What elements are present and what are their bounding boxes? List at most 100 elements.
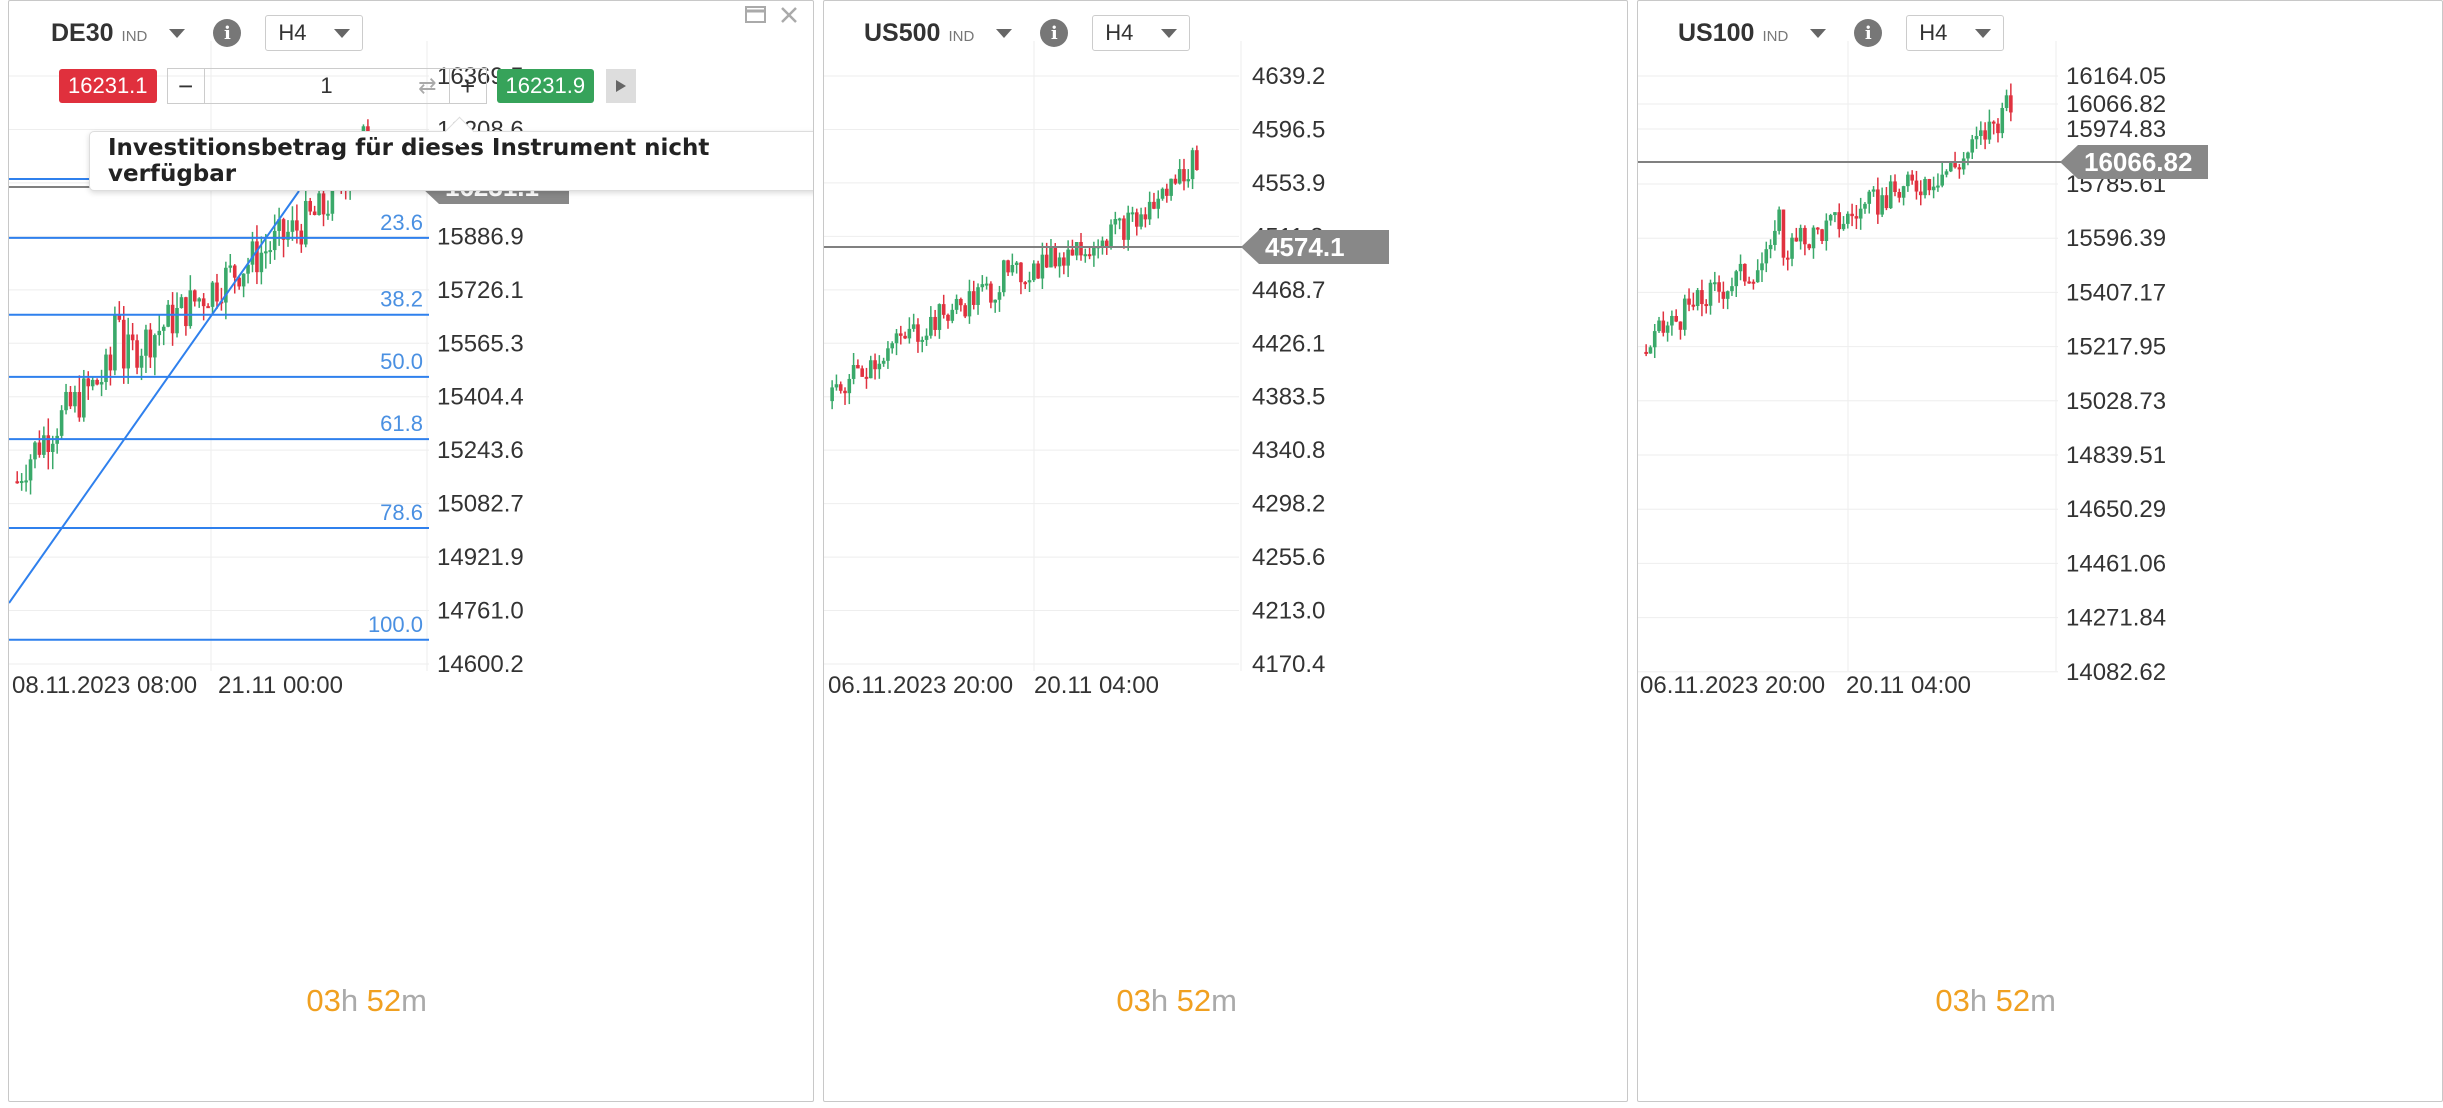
candle-body (104, 354, 108, 383)
fib-level-label: 38.2 (380, 287, 423, 312)
candle-body (1032, 263, 1036, 281)
candle-body (1888, 181, 1893, 209)
chart-us100[interactable]: 16164.0516066.8215974.8315785.6115596.39… (1638, 1, 2443, 1102)
candle-body (1846, 213, 1850, 224)
candle-body (1747, 281, 1751, 284)
chevron-down-icon (1975, 28, 1992, 38)
price-axis-label: 14921.9 (437, 544, 524, 571)
candle-body (1781, 209, 1786, 258)
info-icon[interactable]: i (213, 19, 242, 47)
fib-level-label: 23.6 (380, 210, 423, 235)
quantity-input[interactable]: 1 ⇄ (203, 69, 450, 103)
candle-timer: 03h 52m (306, 983, 427, 1018)
close-icon[interactable] (779, 5, 799, 25)
price-axis-label: 4553.9 (1252, 170, 1325, 197)
candle-body (1983, 130, 1987, 140)
candle-body (963, 305, 967, 317)
symbol-name[interactable]: US500 (864, 18, 941, 47)
candle-body (113, 314, 117, 371)
candle-body (77, 392, 82, 418)
candle-body (1006, 260, 1010, 273)
symbol-name[interactable]: US100 (1678, 18, 1755, 47)
price-axis-label: 16164.05 (2066, 63, 2166, 90)
candle-body (1893, 181, 1897, 193)
candle-body (1087, 254, 1092, 257)
symbol-dropdown-icon[interactable] (169, 28, 186, 38)
candle-body (933, 316, 937, 330)
timer-minutes: 52 (358, 983, 401, 1018)
symbol-suffix: IND (948, 27, 975, 45)
timeframe-select[interactable]: H4 (265, 15, 364, 51)
candle-timer: 03h 52m (1935, 983, 2056, 1018)
candle-body (1918, 191, 1923, 196)
chart-pane-us100: 16164.05 16066.82 15974.83 15785.61 15596.39… (1637, 0, 2443, 1102)
candle-body (277, 219, 281, 231)
timer-m-unit: m (401, 983, 427, 1018)
candle-body (959, 298, 963, 306)
candle-body (90, 379, 95, 387)
timeframe-select[interactable]: H4 (1092, 15, 1191, 51)
maximize-icon[interactable] (745, 5, 767, 25)
candle-body (308, 200, 312, 212)
minus-button[interactable]: − (177, 70, 194, 101)
current-price-tag (2060, 145, 2208, 179)
candle-body (1186, 179, 1191, 182)
candle-body (1828, 215, 1833, 221)
candle-body (1833, 212, 1837, 216)
candle-body (321, 193, 326, 215)
candle-body (1704, 304, 1709, 307)
candle-body (1053, 246, 1058, 267)
candle-body (1700, 290, 1704, 305)
candle-body (201, 298, 206, 307)
candle-body (1079, 242, 1083, 256)
chart-header: US100 IND i H4 (1678, 13, 2005, 53)
chart-us500[interactable]: 4639.24596.54553.94511.34468.74426.14383… (824, 1, 1628, 1102)
time-axis-label: 20.11 04:00 (1846, 672, 1971, 699)
candle-body (303, 200, 308, 245)
candle-body (1738, 263, 1743, 272)
candle-body (1190, 150, 1195, 180)
price-axis-label: 15974.83 (2066, 116, 2166, 143)
candle-body (924, 335, 929, 340)
info-icon[interactable]: i (1854, 19, 1883, 47)
candle-body (1863, 203, 1867, 209)
tooltip: Investitionsbetrag für dieses Instrument… (89, 131, 813, 191)
candle-body (2000, 107, 2005, 134)
candle-body (1010, 265, 1015, 273)
plus-button[interactable]: + (459, 70, 476, 101)
candle-body (2009, 95, 2013, 113)
swap-icon[interactable]: ⇄ (418, 73, 437, 98)
sell-price-button[interactable]: 16231.1 (59, 69, 157, 103)
symbol-dropdown-icon[interactable] (996, 28, 1013, 38)
window-controls (745, 5, 799, 25)
info-icon[interactable]: i (1040, 19, 1069, 47)
candle-body (1755, 270, 1760, 283)
timer-minutes: 52 (1987, 983, 2030, 1018)
candle-body (873, 360, 877, 370)
candle-body (1927, 179, 1932, 191)
candle-body (130, 334, 135, 341)
price-axis-label: 14839.51 (2066, 442, 2166, 469)
play-icon (616, 80, 627, 92)
symbol-name[interactable]: DE30 (51, 18, 114, 47)
chart-de30[interactable]: 16369.516208.616047.815886.915726.115565… (9, 1, 814, 1102)
candle-body (1897, 192, 1902, 198)
candle-body (1876, 189, 1880, 215)
timeframe-select[interactable]: H4 (1906, 15, 2005, 51)
candle-body (1165, 188, 1169, 196)
candle-body (228, 265, 233, 268)
candle-body (1953, 163, 1957, 168)
candle-body (847, 378, 852, 394)
buy-price-button[interactable]: 16231.9 (496, 69, 595, 103)
candle-body (264, 251, 268, 254)
price-axis-label: 4468.7 (1252, 277, 1325, 304)
candle-body (1914, 180, 1919, 192)
candle-body (1040, 254, 1045, 279)
symbol-dropdown-icon[interactable] (1810, 28, 1827, 38)
expand-button[interactable] (606, 69, 637, 103)
candle-body (830, 387, 834, 402)
candle-body (255, 241, 259, 273)
candle-body (1057, 257, 1062, 267)
candle-body (1858, 208, 1863, 219)
candle-body (1134, 212, 1139, 227)
